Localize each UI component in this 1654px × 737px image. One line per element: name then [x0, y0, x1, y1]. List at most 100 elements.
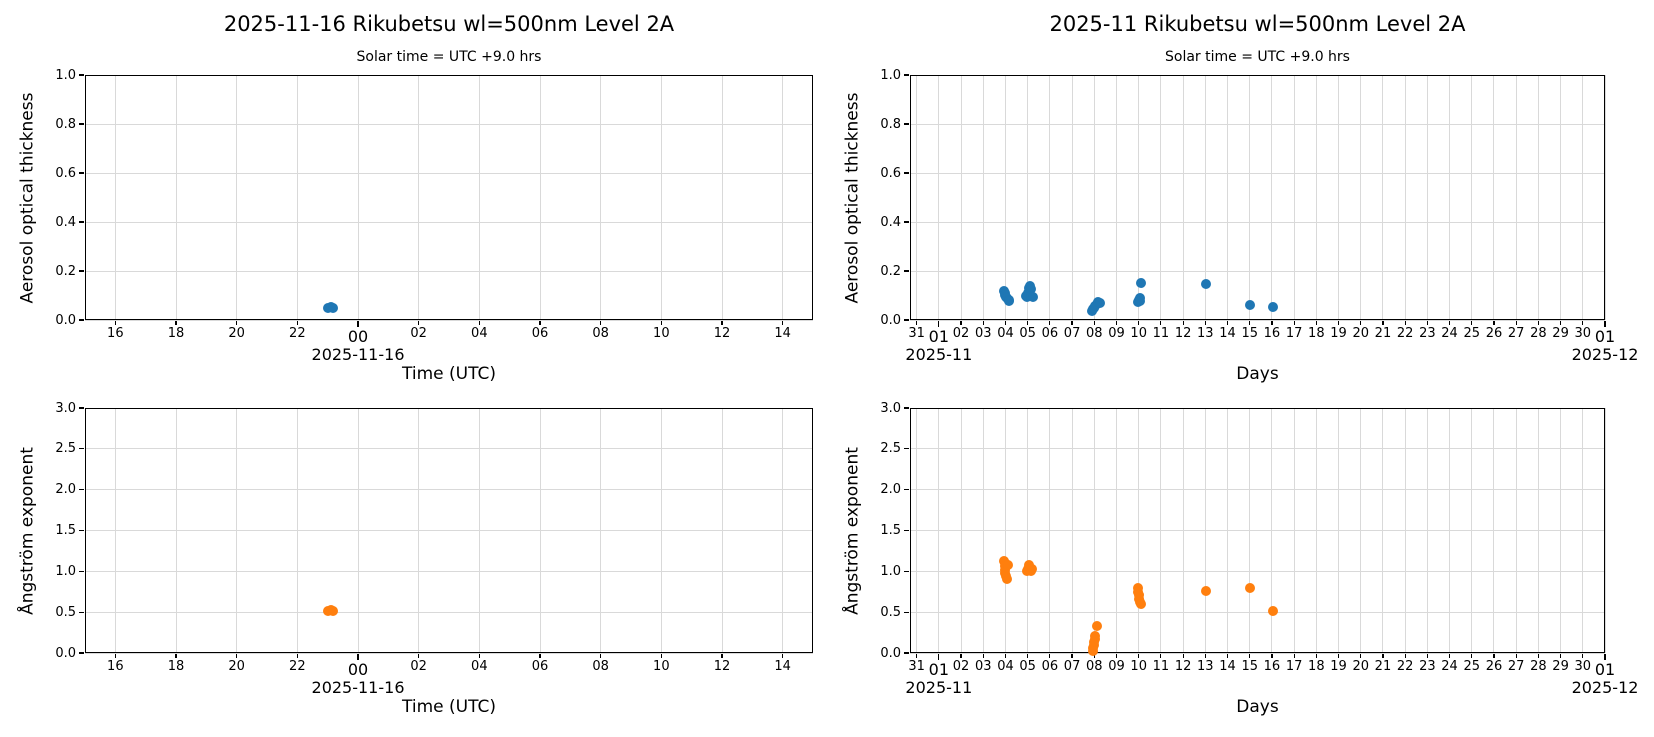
x-tick: [1049, 654, 1051, 658]
x-tick-label: 07: [1063, 326, 1081, 341]
x-tick: [1404, 654, 1406, 658]
x-tick-label: 05: [1019, 659, 1036, 674]
x-tick-label: 24: [1441, 326, 1458, 341]
y-axis-label: Aerosol optical thickness: [17, 92, 38, 303]
x-gridline: [982, 75, 984, 320]
x-tick: [296, 654, 298, 658]
x-tick-label: 04: [997, 326, 1014, 341]
x-tick: [782, 654, 784, 658]
y-tick: [904, 407, 909, 409]
x-tick: [1249, 654, 1251, 658]
x-tick: [1004, 654, 1007, 658]
x-tick: [721, 654, 723, 658]
data-point: [1027, 291, 1038, 302]
x-tick-label: 05: [1019, 326, 1036, 341]
y-tick: [79, 319, 84, 321]
x-axis-label: Time (UTC): [402, 697, 496, 717]
x-gridline: [938, 75, 940, 320]
x-gridline: [1560, 75, 1562, 320]
data-point: [1201, 585, 1212, 596]
y-tick-label: 3.0: [55, 400, 76, 416]
y-gridline: [910, 123, 1605, 125]
x-tick-label: 21: [1374, 326, 1392, 341]
x-gridline: [660, 75, 662, 320]
x-tick: [539, 321, 541, 325]
x-tick: [1360, 654, 1362, 658]
x-tick: [478, 654, 480, 658]
x-gridline: [539, 75, 541, 320]
x-tick: [1537, 654, 1539, 658]
x-tick: [1337, 654, 1340, 658]
y-gridline: [85, 319, 813, 321]
y-tick: [79, 270, 84, 272]
x-gridline: [114, 75, 116, 320]
plot-border: [910, 408, 1605, 653]
data-point: [1244, 299, 1255, 310]
y-tick-label: 1.0: [55, 67, 76, 83]
x-gridline: [1537, 75, 1539, 320]
x-gridline: [478, 75, 480, 320]
x-tick-label: 06: [531, 659, 549, 674]
x-tick-label: 22: [289, 326, 306, 341]
data-point: [1135, 599, 1146, 609]
x-tick: [418, 321, 420, 325]
x-tick-label: 01: [928, 327, 950, 346]
x-gridline: [1382, 75, 1384, 320]
x-tick-label: 22: [1396, 659, 1414, 674]
x-tick-label: 18: [1308, 659, 1325, 674]
x-tick-label: 13: [1197, 326, 1214, 341]
x-tick: [938, 321, 940, 327]
y-tick: [79, 570, 84, 572]
x-tick: [660, 654, 662, 658]
y-gridline: [910, 448, 1605, 450]
x-gridline: [1604, 408, 1606, 653]
x-gridline: [1426, 75, 1428, 320]
y-tick-label: 0.8: [880, 116, 901, 132]
x-tick-label: 28: [1530, 326, 1547, 341]
x-tick-label: 15: [1241, 326, 1258, 341]
y-tick-label: 0.0: [55, 312, 76, 328]
x-tick: [1293, 654, 1295, 658]
x-tick-label: 09: [1108, 326, 1125, 341]
x-tick-label: 09: [1108, 659, 1125, 674]
x-tick-label: 23: [1419, 326, 1436, 341]
x-tick-label: 20: [228, 659, 245, 674]
y-tick-label: 0.4: [55, 214, 76, 230]
x-tick-label: 19: [1330, 326, 1347, 341]
date-offset-label: 2025-11: [905, 345, 973, 364]
y-tick: [79, 489, 84, 491]
y-tick: [904, 529, 909, 532]
x-tick: [960, 321, 962, 325]
y-tick: [79, 407, 84, 409]
x-tick: [1049, 321, 1051, 325]
x-tick-label: 31: [908, 659, 925, 674]
y-tick: [904, 270, 909, 272]
y-gridline: [85, 570, 813, 572]
x-gridline: [1471, 75, 1473, 320]
x-tick-label: 18: [167, 326, 185, 341]
x-tick-label: 29: [1552, 659, 1569, 674]
y-gridline: [85, 489, 813, 491]
y-tick-label: 0.2: [55, 263, 76, 279]
x-tick-label: 10: [653, 326, 670, 341]
x-gridline: [1071, 75, 1073, 320]
date-offset-label: 2025-11-16: [311, 345, 405, 364]
y-tick-label: 2.0: [880, 482, 901, 498]
y-tick: [904, 74, 909, 76]
x-tick-label: 30: [1574, 659, 1592, 674]
y-tick-label: 2.0: [55, 482, 76, 498]
x-tick-label: 02: [410, 659, 427, 674]
x-tick-label: 11: [1152, 659, 1170, 674]
x-tick-label: 17: [1285, 659, 1303, 674]
x-tick: [418, 654, 420, 658]
x-tick-label: 01: [1594, 327, 1616, 346]
x-tick: [175, 654, 177, 658]
x-tick-label: 28: [1530, 659, 1547, 674]
x-tick: [114, 654, 116, 658]
data-point: [1027, 563, 1038, 574]
x-tick: [1226, 654, 1229, 658]
y-gridline: [85, 172, 813, 174]
x-gridline: [1227, 75, 1229, 320]
x-tick: [478, 321, 480, 325]
x-gridline: [1271, 75, 1273, 320]
